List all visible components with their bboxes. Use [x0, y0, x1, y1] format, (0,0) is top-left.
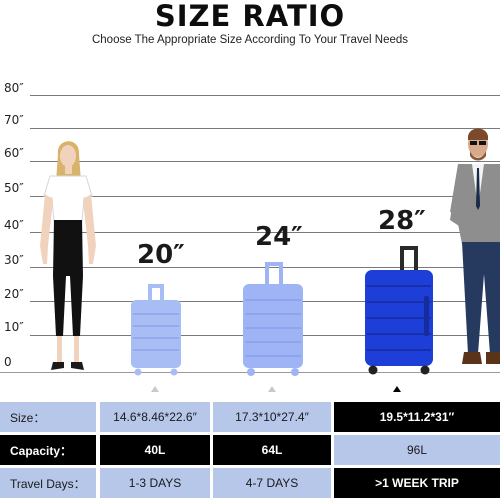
- arrow-up-icon-20: [151, 386, 159, 392]
- travel-days-value-20: 1-3 DAYS: [100, 468, 210, 498]
- row-label-capacity: Capacity：: [0, 435, 96, 465]
- gridline-80: [30, 95, 500, 96]
- tick-label-40: 40″: [4, 218, 24, 232]
- page-title: SIZE RATIO: [154, 0, 346, 33]
- tick-label-50: 50″: [4, 181, 24, 195]
- capacity-value-24: 64L: [213, 435, 331, 465]
- gridline-70: [30, 128, 500, 129]
- suitcase-20: [131, 284, 181, 376]
- suitcase-24: [243, 262, 303, 376]
- table-row-size: Size： 14.6*8.46*22.6″ 17.3*10*27.4″ 19.5…: [0, 402, 500, 432]
- size-value-28: 19.5*11.2*31″: [334, 402, 500, 432]
- row-label-size: Size：: [0, 402, 96, 432]
- size-label-20: 20″: [137, 240, 185, 270]
- arrow-up-icon-28: [393, 386, 401, 392]
- woman-figure: [40, 141, 96, 370]
- gridline-50: [30, 196, 500, 197]
- table-row-travel-days: Travel Days： 1-3 DAYS 4-7 DAYS >1 WEEK T…: [0, 468, 500, 498]
- size-value-24: 17.3*10*27.4″: [213, 402, 331, 432]
- size-label-24: 24″: [255, 222, 303, 252]
- tick-label-20: 20″: [4, 287, 24, 301]
- tick-label-0: 0: [4, 355, 12, 369]
- tick-label-10: 10″: [4, 320, 24, 334]
- tick-label-80: 80″: [4, 81, 24, 95]
- tick-label-60: 60″: [4, 146, 24, 160]
- tick-label-30: 30″: [4, 253, 24, 267]
- arrow-up-icon-24: [268, 386, 276, 392]
- size-value-20: 14.6*8.46*22.6″: [100, 402, 210, 432]
- capacity-value-28: 96L: [334, 435, 500, 465]
- gridline-40: [30, 232, 500, 233]
- travel-days-value-28: >1 WEEK TRIP: [334, 468, 500, 498]
- page-subtitle: Choose The Appropriate Size According To…: [91, 34, 409, 46]
- row-label-travel-days: Travel Days：: [0, 468, 96, 498]
- man-figure: [450, 128, 500, 364]
- capacity-value-20: 40L: [100, 435, 210, 465]
- gridline-60: [30, 161, 500, 162]
- tick-label-70: 70″: [4, 113, 24, 127]
- table-row-capacity: Capacity： 40L 64L 96L: [0, 435, 500, 465]
- travel-days-value-24: 4-7 DAYS: [213, 468, 331, 498]
- suitcase-28: [365, 246, 433, 375]
- size-label-28: 28″: [378, 206, 426, 236]
- comparison-table: Size： 14.6*8.46*22.6″ 17.3*10*27.4″ 19.5…: [0, 400, 500, 500]
